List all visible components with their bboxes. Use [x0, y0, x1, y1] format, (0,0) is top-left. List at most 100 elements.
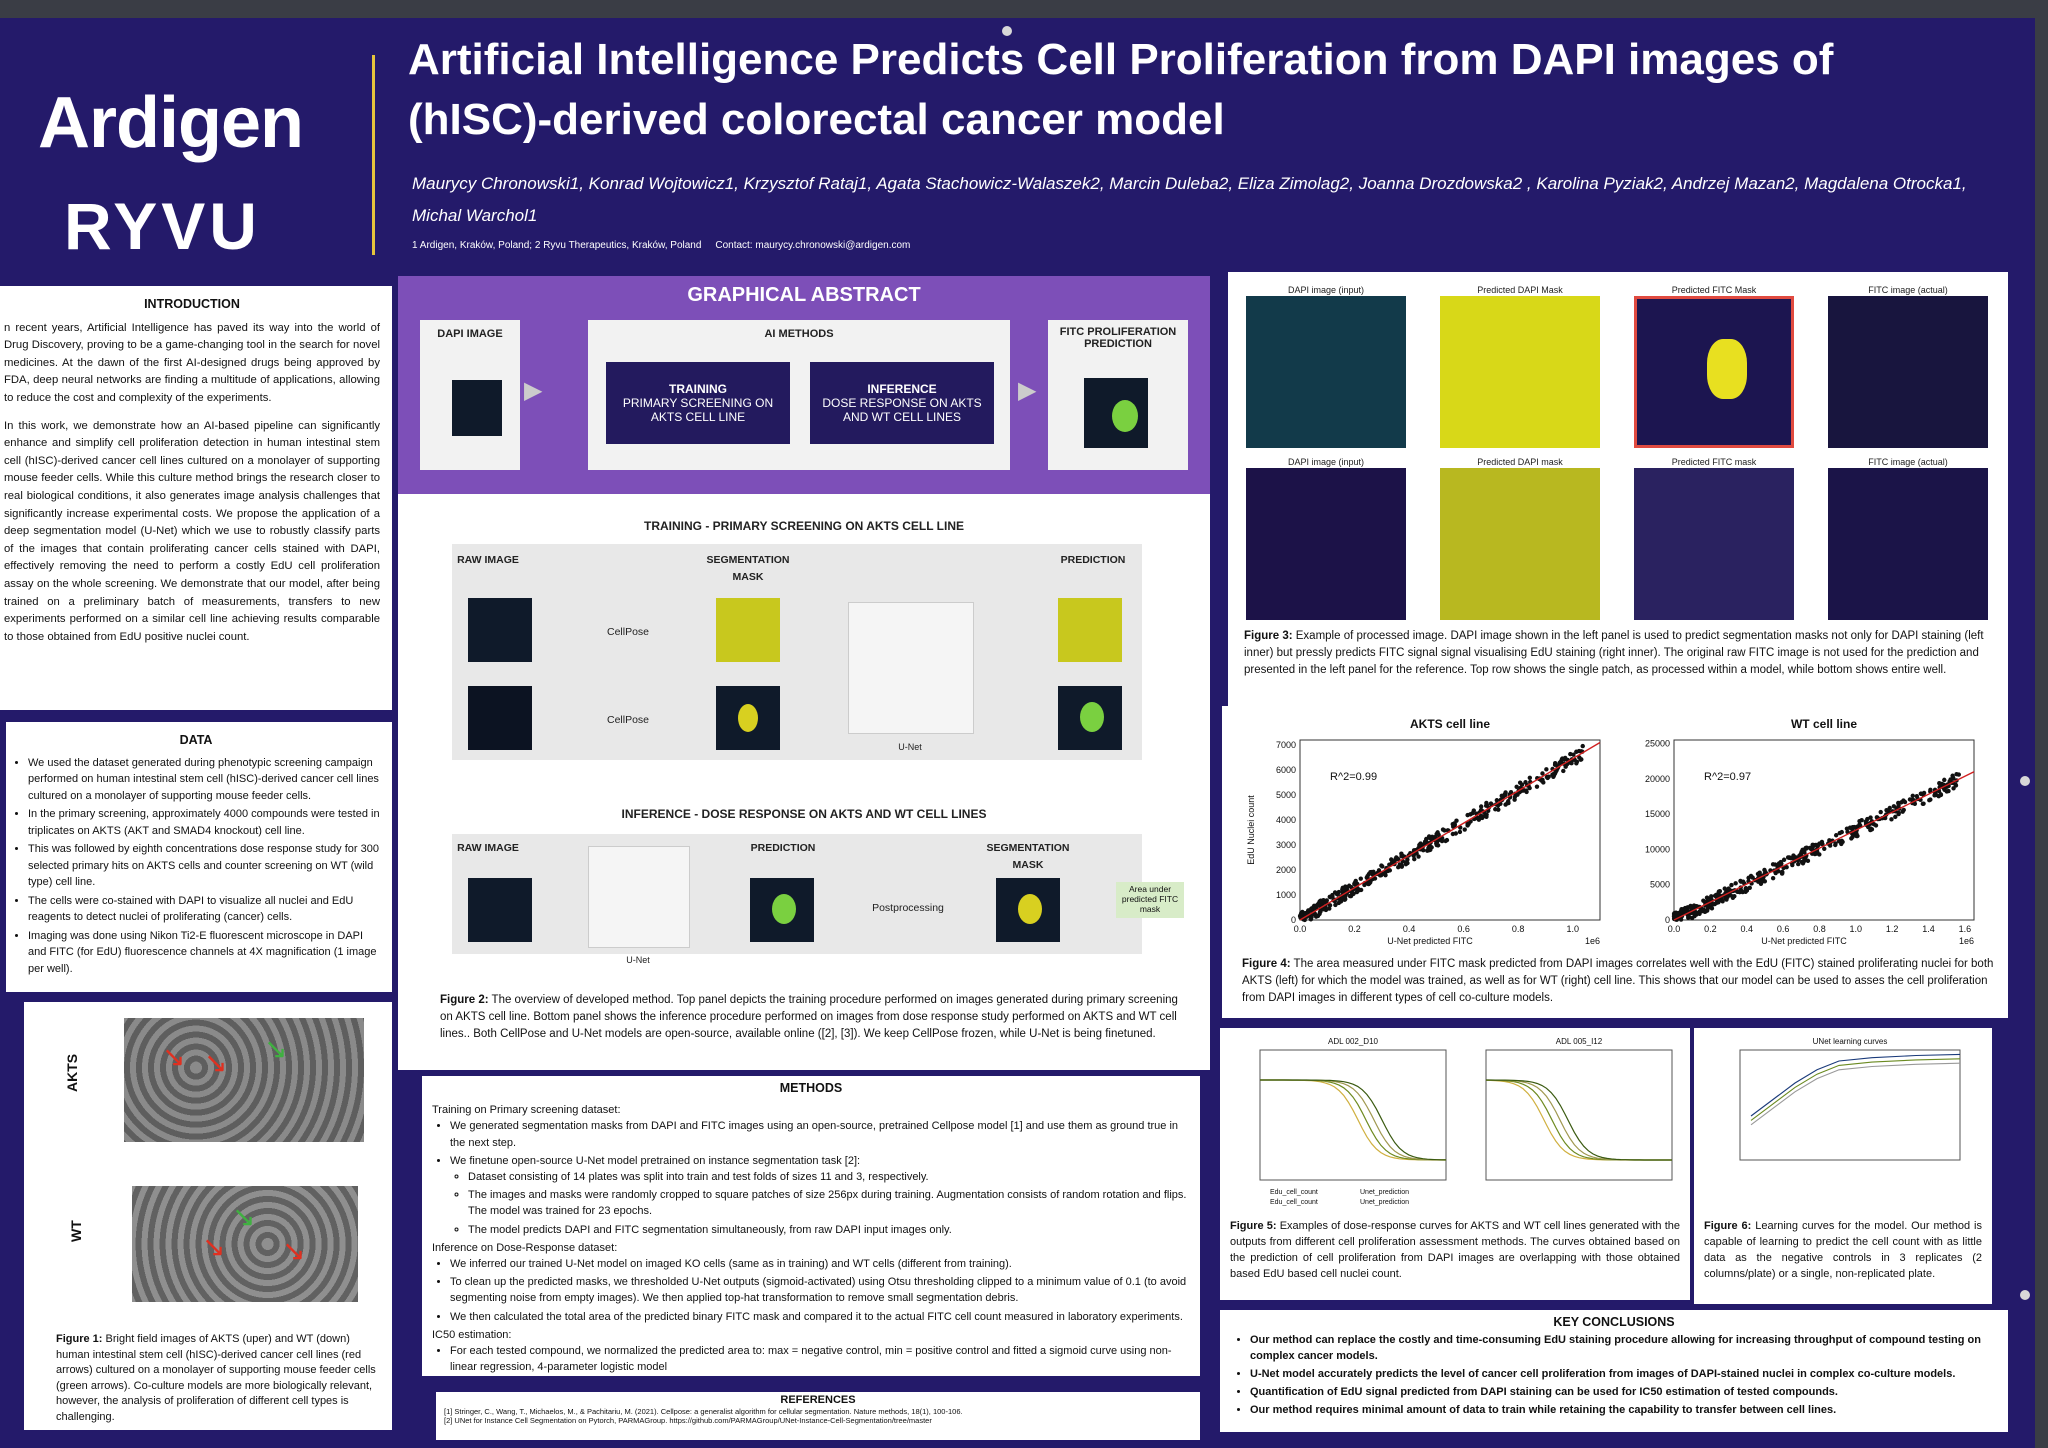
data-point: [1729, 882, 1734, 888]
data-point: [1465, 821, 1470, 826]
data-point: [1743, 886, 1749, 891]
data-point: [1399, 864, 1405, 869]
data-point: [1896, 810, 1901, 816]
dose-response-curve: [1260, 1079, 1446, 1161]
data-point: [1781, 857, 1787, 862]
data-point: [1317, 909, 1323, 915]
red-arrow-icon: ↘: [282, 1235, 306, 1266]
r-squared-annotation: R^2=0.97: [1704, 771, 1751, 783]
data-point: [1482, 813, 1488, 819]
data-point: [1362, 882, 1367, 888]
figure2-caption-text: The overview of developed method. Top pa…: [440, 994, 1178, 1040]
data-point: [1779, 861, 1784, 866]
x-tick-label: 0.4: [1403, 924, 1416, 934]
data-point: [1551, 771, 1557, 776]
ga-dapi-image: [452, 380, 502, 436]
methods-heading: METHODS: [779, 1081, 843, 1095]
data-point: [1309, 906, 1314, 911]
data-point: [1796, 861, 1801, 867]
data-point: [1462, 827, 1467, 832]
fitc-blob-icon: [772, 894, 796, 924]
figure6-caption-text: Learning curves for the model. Our metho…: [1704, 1220, 1982, 1280]
data-point: [1889, 817, 1894, 822]
title-line-2: (hISC)-derived colorectal cancer model: [408, 95, 1225, 144]
figure3-caption-text: Example of processed image. DAPI image s…: [1244, 630, 1984, 676]
data-point: [1527, 775, 1533, 781]
data-point: [1852, 824, 1857, 830]
figure1-wt-image: ↘ ↘ ↘: [132, 1186, 358, 1302]
data-item: We used the dataset generated during phe…: [28, 755, 382, 805]
data-point: [1488, 801, 1494, 806]
fig3-fitc-mask-well: [1634, 468, 1794, 620]
y-tick-label: 1000: [1276, 890, 1296, 900]
fitc-blob-icon: [1080, 702, 1104, 732]
x-tick-label: 1.0: [1566, 924, 1579, 934]
x-tick-label: 0.6: [1777, 924, 1790, 934]
legend-entry: Unet_prediction: [1360, 1189, 1409, 1196]
data-point: [1298, 911, 1304, 917]
data-point: [1563, 764, 1568, 769]
data-point: [1381, 871, 1387, 876]
figure4-panel: AKTS cell line 0.0 0.2 0.4 0.6 0.8 1.0 0 1000 200…: [1222, 706, 2008, 1018]
fig3-label: DAPI image (input): [1287, 457, 1365, 467]
plot-frame: [1299, 739, 1601, 921]
introduction-panel: INTRODUCTION n recent years, Artificial …: [0, 286, 392, 710]
ga-inference-sub: DOSE RESPONSE ON AKTS AND WT CELL LINES: [822, 396, 982, 424]
figure6-panel: UNet learning curves Figure 6: Learning …: [1694, 1028, 1992, 1304]
figure6-caption: Figure 6: Learning curves for the model.…: [1704, 1218, 1982, 1282]
data-point: [1351, 891, 1356, 897]
methods-subitem: Dataset consisting of 14 plates was spli…: [468, 1169, 1190, 1185]
data-point: [1730, 895, 1736, 900]
data-point: [1347, 883, 1352, 888]
data-list: We used the dataset generated during phe…: [10, 755, 382, 978]
inference-raw-image: [468, 878, 532, 942]
data-point: [1910, 793, 1915, 798]
y-tick-label: 25000: [1645, 739, 1670, 749]
postprocessing-label: Postprocessing: [872, 902, 944, 914]
data-point: [1314, 903, 1320, 909]
data-item: In the primary screening, approximately …: [28, 806, 382, 839]
data-point: [1722, 886, 1727, 891]
dose-response-curve: [1260, 1079, 1446, 1161]
data-point: [1746, 875, 1751, 881]
contact-text: Contact: maurycy.chronowski@ardigen.com: [715, 240, 911, 251]
data-point: [1557, 760, 1563, 765]
ga-ai-methods-box: AI METHODS TRAINING PRIMARY SCREENING ON…: [588, 320, 1010, 470]
data-point: [1434, 831, 1439, 837]
data-point: [1443, 838, 1448, 844]
ardigen-logo: Ardigen: [38, 83, 304, 163]
ga-fitc-label: FITC PROLIFERATION PREDICTION: [1059, 326, 1177, 350]
ga-fitc-image: [1084, 378, 1148, 448]
data-point: [1956, 772, 1961, 777]
y-tick-label: 20000: [1645, 774, 1670, 784]
figure1-caption: Figure 1: Bright field images of AKTS (u…: [56, 1332, 386, 1425]
data-point: [1442, 828, 1447, 833]
methods-item: We then calculated the total area of the…: [450, 1309, 1190, 1325]
ga-training-title: TRAINING: [669, 382, 727, 396]
x-tick-label: 1.6: [1959, 924, 1972, 934]
methods-item: We inferred our trained U-Net model on i…: [450, 1256, 1190, 1272]
data-point: [1849, 836, 1854, 841]
data-point: [1560, 756, 1565, 761]
data-point: [1833, 841, 1838, 846]
x-tick-label: 0.2: [1704, 924, 1717, 934]
data-point: [1677, 912, 1682, 917]
fit-line: [1299, 741, 1601, 921]
data-point: [1400, 853, 1405, 859]
methods-sublist: Dataset consisting of 14 plates was spli…: [450, 1169, 1190, 1238]
dose-response-chart-2: ADL 005_I12: [1485, 1037, 1673, 1181]
data-point: [1770, 875, 1776, 881]
data-point: [1816, 842, 1821, 847]
data-point: [1332, 890, 1338, 895]
affiliations: 1 Ardigen, Kraków, Poland; 2 Ryvu Therap…: [412, 240, 910, 251]
data-point: [1724, 897, 1729, 902]
data-point: [1546, 774, 1551, 779]
training-pred-fitc: [1058, 686, 1122, 750]
training-raw-fitc: [468, 686, 532, 750]
inference-pred-label: PREDICTION: [750, 842, 816, 854]
conclusions-panel: KEY CONCLUSIONS Our method can replace t…: [1220, 1310, 2008, 1432]
chart-title: ADL 002_D10: [1328, 1037, 1379, 1046]
legend-entry: Edu_cell_count: [1270, 1199, 1318, 1206]
graphical-abstract-title: GRAPHICAL ABSTRACT: [687, 284, 921, 306]
graphical-abstract: GRAPHICAL ABSTRACT DAPI IMAGE ▶ AI METHO…: [398, 276, 1210, 494]
